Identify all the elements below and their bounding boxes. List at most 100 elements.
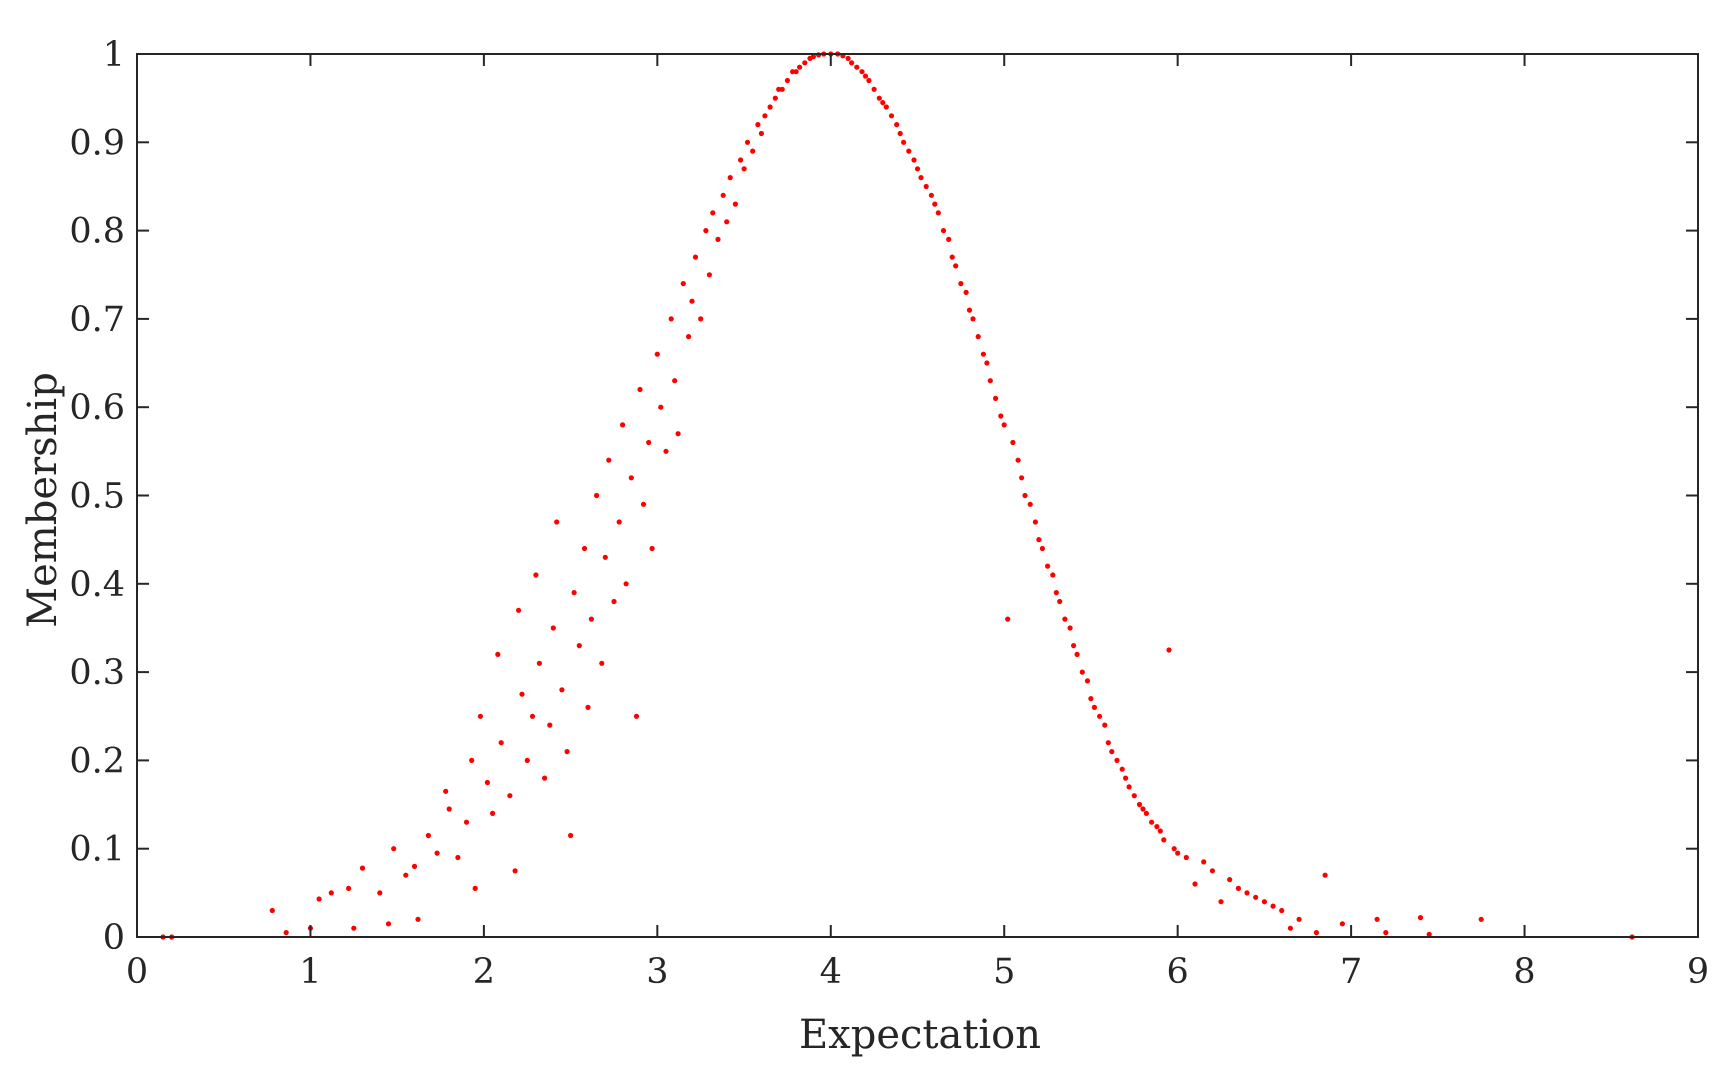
x-axis-label: Expectation <box>799 1012 1041 1058</box>
data-point <box>802 60 808 66</box>
data-point <box>758 130 765 137</box>
data-point <box>866 77 872 84</box>
data-point <box>845 55 851 62</box>
data-point <box>640 501 647 507</box>
data-point <box>1339 921 1345 927</box>
data-point <box>854 64 860 70</box>
data-point <box>411 863 418 870</box>
data-point <box>536 660 543 666</box>
x-tick-label: 6 <box>1167 952 1189 992</box>
data-point <box>1313 930 1319 936</box>
data-point <box>1015 457 1021 463</box>
data-point <box>1183 854 1189 861</box>
data-point <box>1097 713 1103 719</box>
data-point <box>953 263 959 269</box>
data-point <box>1005 616 1011 622</box>
data-point <box>1140 806 1146 812</box>
data-point <box>1084 678 1091 684</box>
data-point <box>689 298 695 304</box>
data-point <box>611 598 617 605</box>
data-point <box>1022 492 1028 499</box>
data-point <box>810 54 817 60</box>
data-point <box>672 378 678 384</box>
data-point <box>1322 872 1328 878</box>
data-point <box>328 890 334 896</box>
data-point <box>588 616 595 622</box>
data-point <box>585 704 591 711</box>
data-point <box>1253 894 1259 900</box>
data-point <box>1478 916 1484 922</box>
data-point <box>490 810 496 817</box>
data-point <box>862 73 869 79</box>
data-point <box>1062 616 1068 622</box>
data-point <box>1126 784 1132 790</box>
x-tick-label: 3 <box>646 952 668 992</box>
data-point <box>732 201 739 207</box>
data-point <box>1114 757 1120 764</box>
data-point <box>498 740 504 746</box>
data-point <box>741 166 747 172</box>
x-tick-label: 9 <box>1687 952 1709 992</box>
y-tick-label: 0.2 <box>69 741 125 781</box>
data-point <box>1102 722 1108 728</box>
data-point <box>581 545 588 552</box>
data-point <box>1166 647 1172 653</box>
data-point <box>524 757 530 764</box>
data-point <box>1157 828 1163 834</box>
data-point <box>1071 643 1077 649</box>
data-point <box>784 77 791 84</box>
data-point <box>269 907 275 914</box>
data-point <box>1270 903 1276 909</box>
data-point <box>906 148 912 154</box>
data-point <box>1426 931 1432 938</box>
data-point <box>1175 850 1181 856</box>
data-point <box>975 334 981 340</box>
data-point <box>755 122 761 128</box>
data-point <box>554 519 560 525</box>
data-point <box>675 431 681 437</box>
data-point <box>883 104 889 110</box>
data-point <box>1287 925 1293 931</box>
y-tick-label: 0.3 <box>69 653 125 693</box>
data-point <box>1010 439 1016 446</box>
data-point <box>958 281 964 287</box>
data-point <box>767 104 773 110</box>
data-point <box>616 519 622 525</box>
data-point <box>519 691 525 697</box>
data-point <box>425 832 431 839</box>
x-tick-label: 4 <box>820 952 842 992</box>
data-point <box>346 885 352 892</box>
data-point <box>963 289 969 295</box>
data-point <box>779 86 785 92</box>
data-point <box>576 643 582 649</box>
data-point <box>1154 824 1160 830</box>
data-point <box>1053 590 1059 596</box>
data-point <box>477 713 483 719</box>
x-tick-label: 5 <box>993 952 1015 992</box>
x-tick-label: 7 <box>1340 952 1362 992</box>
x-tick-labels: 0 1 2 3 4 5 6 7 8 9 <box>126 952 1709 992</box>
data-point <box>1050 572 1056 578</box>
data-point <box>602 554 608 560</box>
data-point <box>620 422 626 428</box>
data-point <box>859 69 865 75</box>
data-point <box>698 316 704 322</box>
data-point <box>772 95 778 101</box>
data-point <box>1417 915 1424 921</box>
data-point <box>949 254 955 260</box>
data-point <box>894 122 900 128</box>
data-point <box>966 307 973 313</box>
data-point <box>1143 810 1149 817</box>
data-point <box>377 890 383 896</box>
y-axis-label: Membership <box>20 372 66 628</box>
data-point <box>1149 819 1155 825</box>
data-point <box>1019 475 1025 481</box>
data-point <box>727 175 733 181</box>
data-point <box>547 722 553 728</box>
data-point <box>463 819 470 825</box>
data-point <box>871 86 877 92</box>
data-point <box>686 334 692 340</box>
data-point <box>415 916 421 922</box>
data-point <box>1383 930 1389 936</box>
